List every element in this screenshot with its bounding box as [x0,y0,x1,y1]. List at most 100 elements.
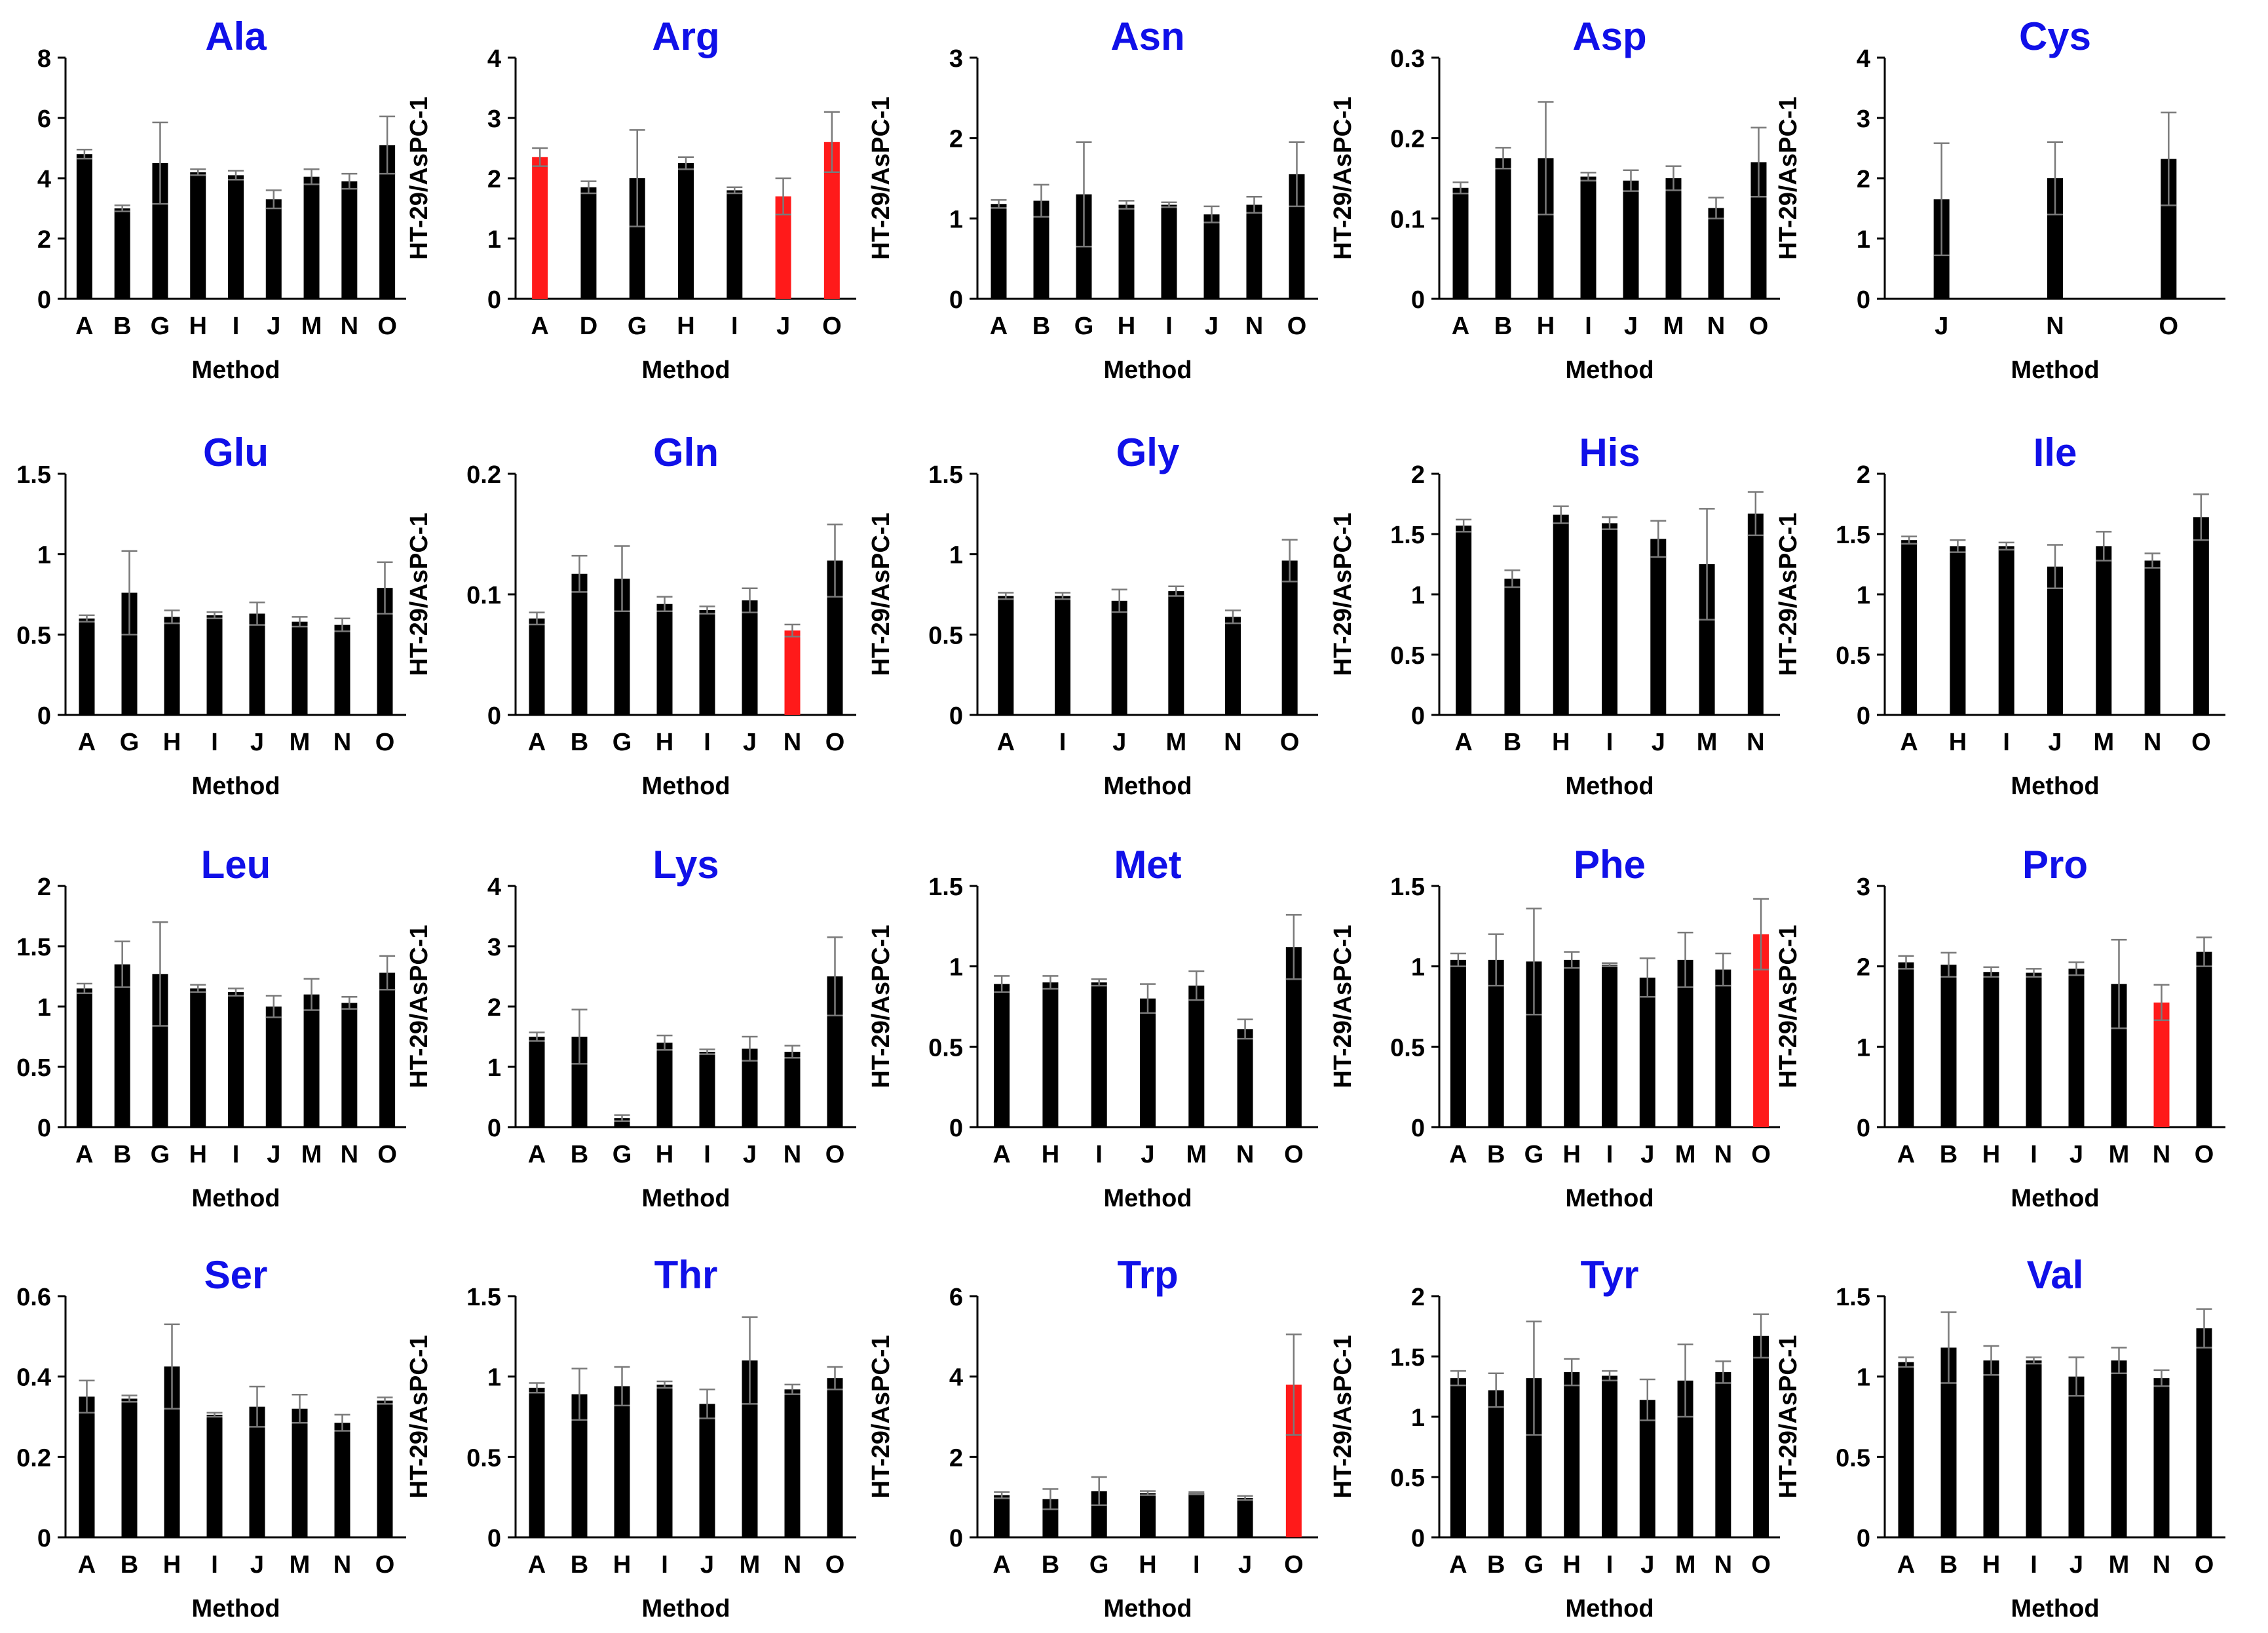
bar-a [76,988,92,1127]
bar-n [784,1389,801,1537]
bar-a [1898,962,1914,1127]
chart-phe: Phe 0 0.5 1 1.5 HT-29/AsPC-1 A B G H I J M N O Method [1329,843,1780,1212]
bar-h [190,172,206,299]
y-tick-label: 2 [949,1444,963,1472]
x-tick-label: H [613,1551,631,1579]
y-tick-label: 0.5 [928,1034,963,1062]
bar-h [614,1386,630,1537]
x-tick-label: N [341,313,358,340]
bar-m [2111,1360,2127,1537]
y-tick-label: 0 [1411,702,1425,730]
x-axis-label: Method [1565,1595,1654,1623]
bar-b [121,1398,138,1537]
x-tick-label: I [2003,729,2010,756]
y-axis-label: HT-29/AsPC-1 [1775,925,1802,1088]
y-tick-label: 0.5 [1390,642,1425,670]
bar-i [1055,596,1070,715]
x-tick-label: G [151,313,170,340]
y-tick-label: 1 [949,542,963,569]
x-tick-label: N [784,1551,801,1579]
x-tick-label: N [1224,729,1241,756]
x-tick-label: I [661,1551,668,1579]
x-axis-label: Method [1565,773,1654,800]
y-tick-label: 1 [1411,582,1425,609]
bar-j [1203,214,1220,299]
x-tick-label: M [301,313,322,340]
y-tick-label: 2 [1857,166,1870,193]
x-tick-label: J [250,729,264,756]
x-tick-label: J [1652,729,1665,756]
x-tick-label: M [740,1551,761,1579]
x-axis-label: Method [2011,1185,2099,1212]
x-tick-label: H [163,1551,181,1579]
y-tick-label: 2 [1411,1284,1425,1311]
x-tick-label: O [825,1551,845,1579]
x-tick-label: I [233,313,240,340]
bar-n [1747,513,1764,715]
x-tick-label: A [1449,1141,1467,1168]
x-tick-label: O [375,1551,395,1579]
y-tick-label: 1 [949,954,963,982]
x-tick-label: B [571,1551,588,1579]
bar-o [379,972,396,1127]
chart-title: Glu [203,431,269,474]
x-tick-label: A [990,313,1008,340]
bar-i [1161,204,1177,299]
y-axis-label: HT-29/AsPC-1 [1329,925,1357,1088]
chart-title: Cys [2019,14,2091,58]
y-tick-label: 0.1 [466,582,501,609]
y-tick-label: 1 [1857,1364,1870,1392]
x-axis-label: Method [641,773,730,800]
bar-i [228,991,244,1127]
chart-val: Val 0 0.5 1 1.5 HT-29/AsPC-1 A B H I J M N O Method [1775,1253,2225,1623]
x-tick-label: I [1606,1141,1614,1168]
y-tick-label: 0.2 [466,461,501,489]
y-tick-label: 1.5 [928,461,963,489]
chart-ile: Ile 0 0.5 1 1.5 2 HT-29/AsPC-1 A H I J M N O Method [1775,431,2225,800]
y-tick-label: 4 [487,45,501,73]
y-tick-label: 3 [487,934,501,961]
chart-title: Gly [1116,431,1180,474]
bar-i [656,1384,673,1537]
bar-a [1450,1378,1466,1537]
chart-gln: Gln 0 0.1 0.2 HT-29/AsPC-1 A B G H I J N O Method [406,431,856,800]
y-tick-label: 0 [1411,1115,1425,1142]
x-tick-label: A [78,1551,96,1579]
x-axis-label: Method [191,356,280,384]
y-axis-label: HT-29/AsPC-1 [1775,512,1802,676]
x-tick-label: M [2109,1141,2130,1168]
x-tick-label: J [1205,313,1219,340]
bar-j [1111,600,1127,715]
x-tick-label: J [250,1551,264,1579]
y-axis-label: HT-29/AsPC-1 [867,925,895,1088]
x-tick-label: H [163,729,181,756]
y-tick-label: 1.5 [1390,1344,1425,1372]
chart-his: His 0 0.5 1 1.5 2 HT-29/AsPC-1 A B H I J M N Method [1329,431,1780,800]
y-tick-label: 0.2 [16,1444,51,1472]
y-tick-label: 1 [1857,582,1870,609]
bar-h [164,617,180,715]
y-tick-label: 0 [487,702,501,730]
x-tick-label: O [377,1141,397,1168]
y-tick-label: 3 [949,45,963,73]
bar-o [2196,1328,2212,1537]
bar-a [994,1495,1010,1537]
y-tick-label: 0 [487,1525,501,1552]
bar-i [1602,523,1617,715]
bar-h [1950,546,1966,715]
bar-n [1715,1372,1731,1537]
x-tick-label: N [333,1551,351,1579]
bar-h [1140,1493,1156,1537]
x-tick-label: N [341,1141,358,1168]
y-tick-label: 1.5 [16,934,51,961]
x-tick-label: A [528,729,546,756]
chart-title: Tyr [1581,1253,1639,1297]
bar-m [2096,546,2112,715]
x-tick-label: J [267,313,280,340]
x-axis-label: Method [1103,773,1192,800]
y-axis-label: HT-29/AsPC-1 [406,1335,433,1498]
y-tick-label: 1.5 [1836,522,1870,549]
chart-title: Gln [653,431,719,474]
x-tick-label: I [1606,1551,1614,1579]
